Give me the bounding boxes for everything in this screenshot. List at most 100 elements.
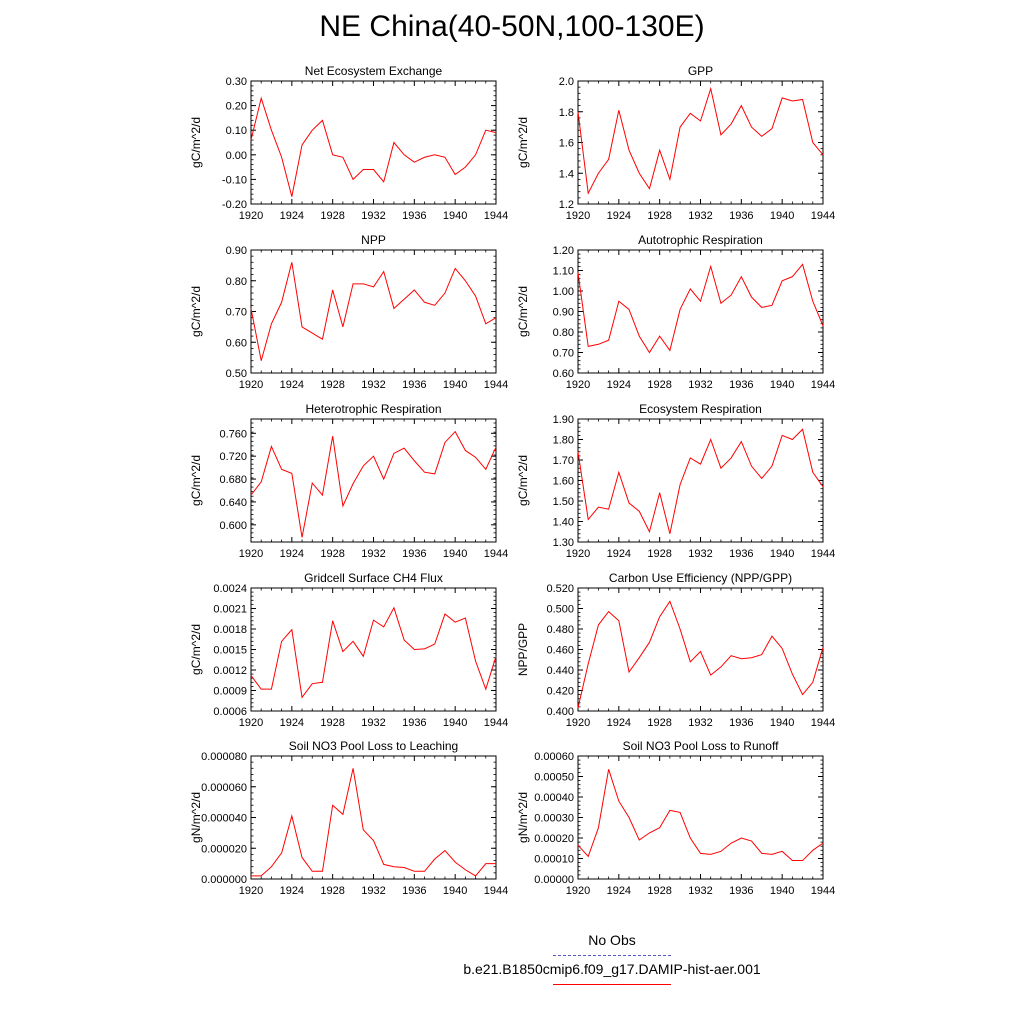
y-tick-label: 0.000060 xyxy=(201,782,247,794)
y-tick-label: 0.70 xyxy=(553,348,574,360)
x-tick-label: 1940 xyxy=(770,885,794,897)
y-tick-label: 1.70 xyxy=(553,455,574,467)
x-tick-label: 1944 xyxy=(811,548,835,560)
x-tick-label: 1920 xyxy=(239,885,263,897)
x-tick-label: 1936 xyxy=(729,548,753,560)
x-tick-label: 1932 xyxy=(688,717,712,729)
legend-obs-label: No Obs xyxy=(588,932,636,948)
chart-panel-7: Carbon Use Efficiency (NPP/GPP) NPP/GPP 0.… xyxy=(516,571,835,729)
x-tick-label: 1928 xyxy=(320,717,344,729)
y-tick-label: 0.460 xyxy=(546,645,574,657)
x-tick-label: 1936 xyxy=(729,885,753,897)
x-tick-label: 1940 xyxy=(443,885,467,897)
y-tick-label: 1.20 xyxy=(553,245,574,257)
y-axis-label: gC/m^2/d xyxy=(189,455,203,506)
chart-panel-8: Soil NO3 Pool Loss to LeachinggN/m^2/d0.… xyxy=(189,739,508,897)
x-tick-label: 1936 xyxy=(729,210,753,222)
y-tick-label: 0.440 xyxy=(546,665,574,677)
y-tick-label: 0.00050 xyxy=(534,772,574,784)
y-tick-label: 0.0024 xyxy=(213,583,247,595)
chart-panel-4: Heterotrophic Respiration gC/m^2/d 0.760 0.… xyxy=(189,402,508,560)
x-tick-label: 1924 xyxy=(607,548,631,560)
y-tick-label: 0.30 xyxy=(226,76,247,88)
x-tick-label: 1924 xyxy=(607,379,631,391)
y-tick-label: 0.00060 xyxy=(534,751,574,763)
x-tick-label: 1936 xyxy=(402,548,426,560)
x-tick-label: 1944 xyxy=(484,548,508,560)
plot-frame xyxy=(250,249,497,374)
x-tick-label: 1924 xyxy=(607,717,631,729)
x-tick-label: 1940 xyxy=(443,210,467,222)
x-tick-label: 1920 xyxy=(239,379,263,391)
x-tick-label: 1932 xyxy=(361,548,385,560)
plot-frame xyxy=(577,587,824,712)
y-tick-label: 0.480 xyxy=(546,624,574,636)
y-tick-label: 1.80 xyxy=(553,435,574,447)
y-tick-label: 0.00030 xyxy=(534,813,574,825)
legend-model-line xyxy=(553,984,671,985)
y-axis-label: gN/m^2/d xyxy=(189,792,203,843)
x-tick-label: 1940 xyxy=(443,717,467,729)
x-tick-label: 1924 xyxy=(280,379,304,391)
x-tick-label: 1936 xyxy=(729,717,753,729)
y-tick-label: 0.80 xyxy=(226,276,247,288)
series-line xyxy=(577,263,824,354)
x-tick-label: 1940 xyxy=(443,548,467,560)
panel-title: Autotrophic Respiration xyxy=(638,233,763,247)
x-tick-label: 1936 xyxy=(402,885,426,897)
x-tick-label: 1928 xyxy=(647,210,671,222)
panel-title: Carbon Use Efficiency (NPP/GPP) xyxy=(609,571,792,585)
y-tick-label: 0.20 xyxy=(226,101,247,113)
x-tick-label: 1920 xyxy=(566,548,590,560)
x-tick-label: 1936 xyxy=(402,210,426,222)
x-tick-label: 1944 xyxy=(484,210,508,222)
x-tick-label: 1936 xyxy=(402,379,426,391)
x-tick-label: 1924 xyxy=(607,885,631,897)
x-tick-label: 1936 xyxy=(402,717,426,729)
x-tick-label: 1940 xyxy=(770,717,794,729)
x-tick-label: 1944 xyxy=(811,379,835,391)
y-tick-label: 1.40 xyxy=(553,517,574,529)
series-line xyxy=(250,606,497,699)
x-tick-label: 1932 xyxy=(688,548,712,560)
y-tick-label: 0.10 xyxy=(226,125,247,137)
y-tick-label: 0.00010 xyxy=(534,854,574,866)
y-tick-label: 0.60 xyxy=(553,368,574,380)
y-tick-label: 0.600 xyxy=(219,520,247,532)
y-tick-label: 0.0018 xyxy=(213,624,247,636)
series-line xyxy=(250,96,497,197)
y-tick-label: 1.2 xyxy=(559,199,574,211)
y-tick-label: 1.90 xyxy=(553,414,574,426)
y-tick-label: 0.00020 xyxy=(534,833,574,845)
panel-title: GPP xyxy=(688,64,713,78)
panel-title: Ecosystem Respiration xyxy=(639,402,762,416)
plot-frame xyxy=(250,80,497,205)
chart-panel-5: Ecosystem Respiration gC/m^2/d 1.90 1.80 1.7… xyxy=(516,402,835,560)
legend-obs-line xyxy=(553,955,671,956)
y-tick-label: 0.00040 xyxy=(534,792,574,804)
y-tick-label: 1.10 xyxy=(553,266,574,278)
x-tick-label: 1932 xyxy=(688,379,712,391)
x-tick-label: 1940 xyxy=(770,548,794,560)
chart-panel-6: Gridcell Surface CH4 Flux gC/m^2/d 0.0024 0… xyxy=(189,571,508,729)
y-tick-label: -0.20 xyxy=(222,199,247,211)
y-tick-label: 0.640 xyxy=(219,497,247,509)
y-tick-label: 1.50 xyxy=(553,496,574,508)
y-axis-label: gC/m^2/d xyxy=(516,286,530,337)
y-tick-label: 0.80 xyxy=(553,327,574,339)
y-tick-label: 0.520 xyxy=(546,583,574,595)
x-tick-label: 1940 xyxy=(770,210,794,222)
y-axis-label: gC/m^2/d xyxy=(189,286,203,337)
x-tick-label: 1920 xyxy=(566,210,590,222)
x-tick-label: 1928 xyxy=(320,548,344,560)
x-tick-label: 1932 xyxy=(688,885,712,897)
y-tick-label: 0.720 xyxy=(219,451,247,463)
figure-title: NE China(40-50N,100-130E) xyxy=(319,10,705,43)
x-tick-label: 1928 xyxy=(647,379,671,391)
y-axis-label: gN/m^2/d xyxy=(516,792,530,843)
y-tick-label: 0.0015 xyxy=(213,645,247,657)
x-tick-label: 1944 xyxy=(811,210,835,222)
x-tick-label: 1928 xyxy=(647,717,671,729)
